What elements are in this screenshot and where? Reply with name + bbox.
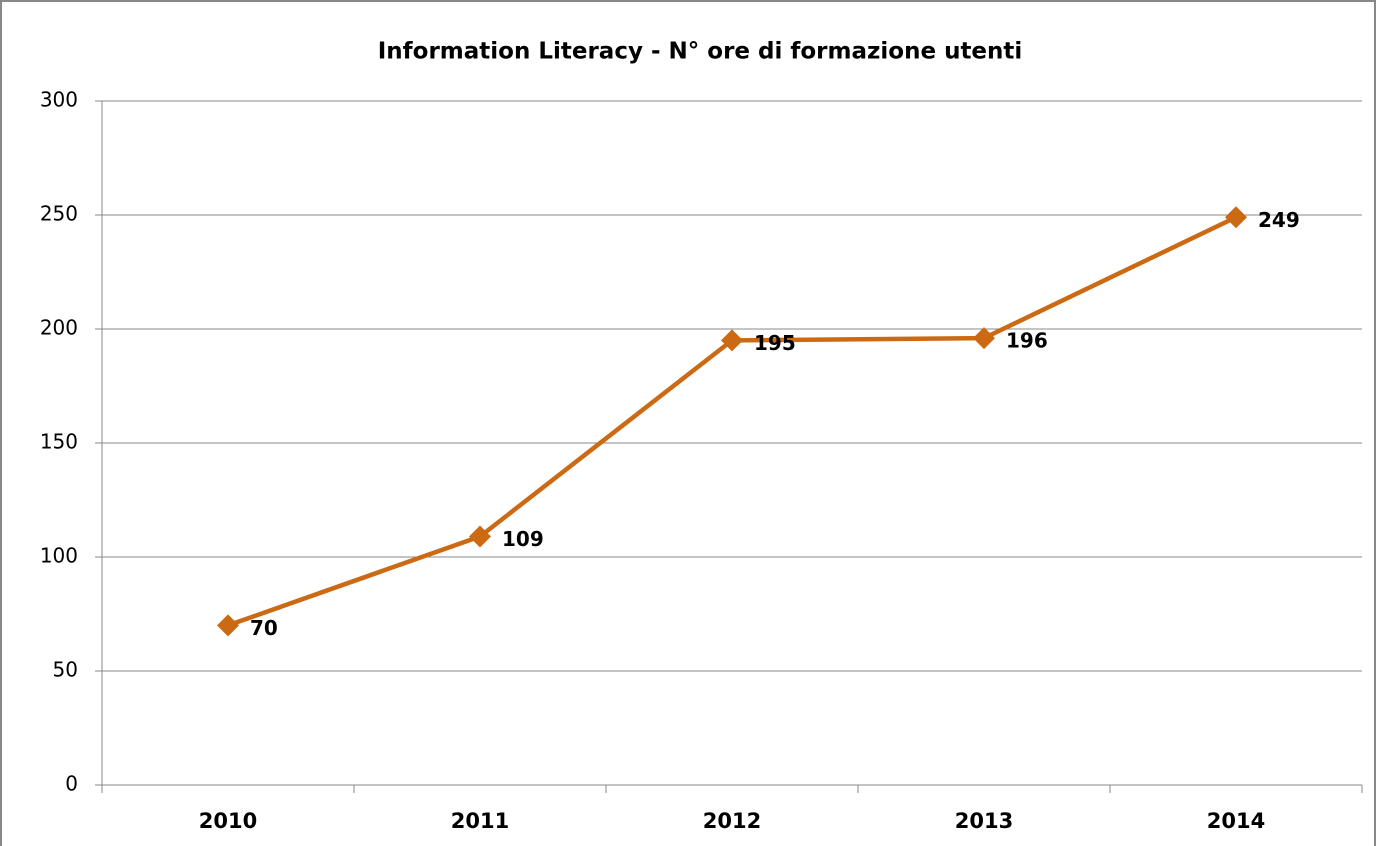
y-tick-label: 250 bbox=[40, 202, 78, 226]
y-tick-label: 200 bbox=[40, 316, 78, 340]
x-tick-label: 2011 bbox=[451, 809, 509, 833]
chart-title: Information Literacy - N° ore di formazi… bbox=[378, 39, 1023, 65]
y-tick-label: 150 bbox=[40, 430, 78, 454]
marker bbox=[217, 614, 239, 637]
marker bbox=[1225, 206, 1247, 229]
x-tick-label: 2010 bbox=[199, 809, 257, 833]
data-label: 195 bbox=[754, 331, 796, 355]
marker bbox=[973, 327, 995, 350]
marker bbox=[721, 329, 743, 352]
y-tick-label: 0 bbox=[65, 772, 78, 796]
data-label: 70 bbox=[250, 616, 278, 640]
x-tick-label: 2014 bbox=[1207, 809, 1265, 833]
data-label: 249 bbox=[1258, 208, 1300, 232]
y-tick-label: 50 bbox=[53, 658, 78, 682]
data-label: 196 bbox=[1006, 329, 1048, 353]
x-tick-label: 2013 bbox=[955, 809, 1013, 833]
y-tick-label: 100 bbox=[40, 544, 78, 568]
y-tick-label: 300 bbox=[40, 88, 78, 112]
x-tick-label: 2012 bbox=[703, 809, 761, 833]
data-label: 109 bbox=[502, 527, 544, 551]
marker bbox=[469, 525, 491, 548]
